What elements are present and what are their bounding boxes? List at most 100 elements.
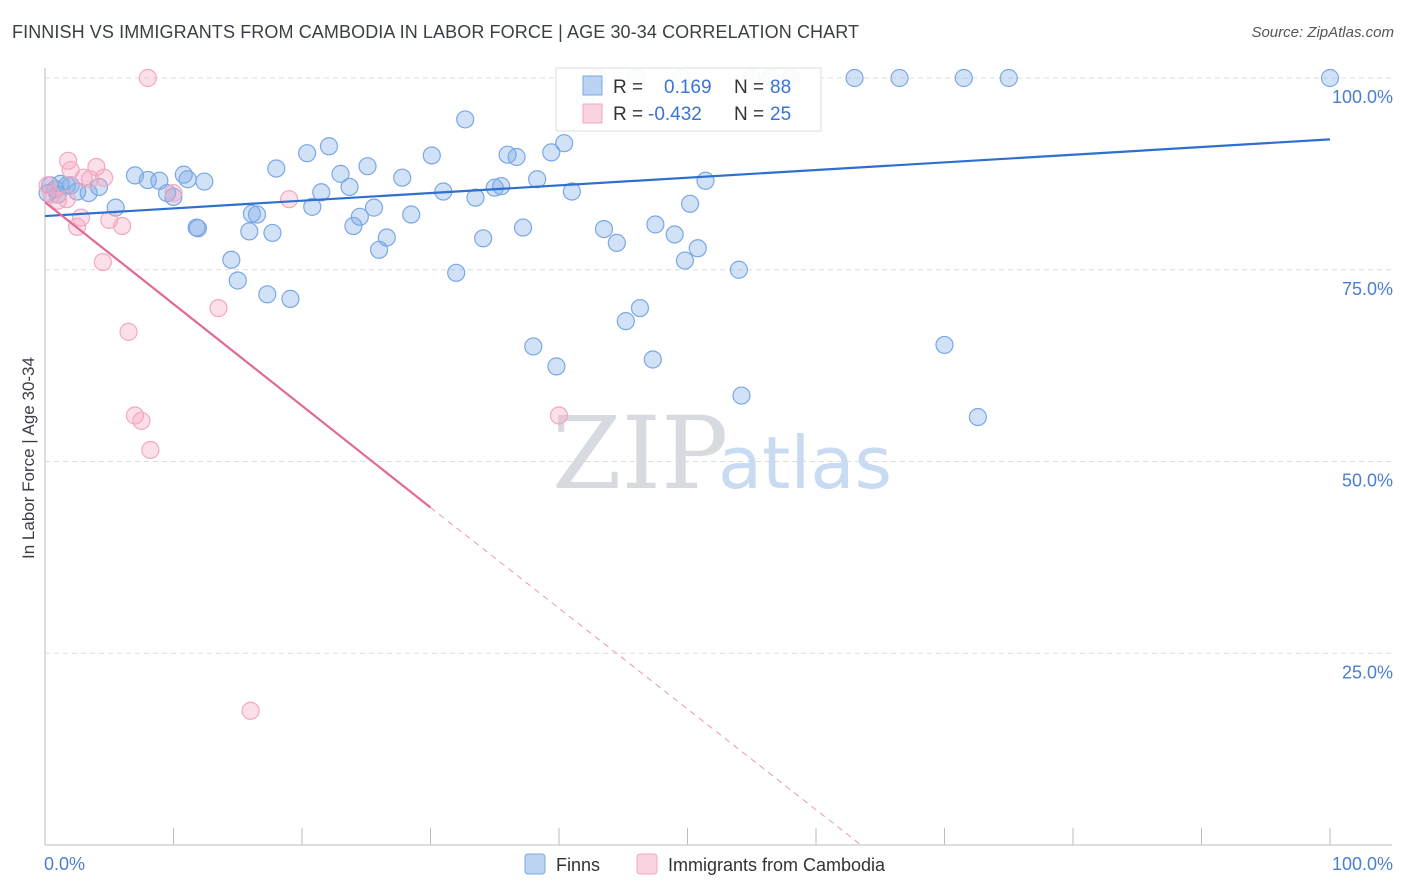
- finns-point-61: [616, 312, 635, 331]
- finns-point-63: [630, 299, 650, 318]
- y-tick-label-3: 100.0%: [1332, 87, 1393, 107]
- finns-point-44: [466, 188, 485, 207]
- cambodia-point-22: [241, 701, 260, 720]
- finns-point-26: [298, 144, 317, 163]
- finns-point-27: [303, 197, 322, 216]
- finns-point-82: [999, 68, 1018, 88]
- finns-point-66: [665, 225, 684, 244]
- finns-point-65: [646, 215, 665, 234]
- finns-point-73: [732, 386, 751, 405]
- legend-swatch-finns: [524, 853, 546, 875]
- cambodia-point-16: [132, 411, 151, 430]
- y-axis-label: In Labor Force | Age 30-34: [19, 357, 38, 559]
- cambodia-point-14: [119, 322, 138, 341]
- y-tick-label-0: 25.0%: [1342, 662, 1393, 682]
- finns-point-15: [188, 219, 208, 238]
- cambodia-point-17: [141, 440, 160, 460]
- finns-point-28: [312, 183, 331, 202]
- finns-point-87: [157, 183, 177, 203]
- cambodia-point-18: [138, 68, 157, 88]
- stats-swatch-finns: [582, 75, 603, 96]
- finns-point-32: [344, 216, 363, 236]
- finns-point-83: [1320, 68, 1340, 88]
- finns-point-17: [222, 250, 241, 269]
- watermark-zip: ZIP: [552, 395, 728, 512]
- finns-trend-line: [44, 138, 1331, 218]
- finns-point-38: [393, 168, 412, 187]
- finns-point-72: [729, 260, 749, 279]
- stats-r-label-finns: R =: [613, 77, 643, 98]
- grid: [45, 77, 1392, 654]
- finns-point-85: [48, 185, 67, 204]
- finns-point-80: [954, 68, 973, 88]
- stats-n-value-cambodia: 25: [770, 104, 791, 125]
- cambodia-point-13: [112, 216, 132, 236]
- finns-point-13: [178, 170, 197, 189]
- watermark-atlas: atlas: [718, 421, 892, 505]
- finns-point-51: [524, 337, 543, 356]
- finns-point-18: [228, 271, 247, 290]
- finns-point-50: [513, 218, 533, 237]
- finns-point-37: [377, 228, 396, 247]
- cambodia-point-3: [57, 190, 76, 209]
- finns-point-20: [242, 204, 261, 223]
- stats-swatch-cambodia: [582, 103, 603, 124]
- finns-point-52: [528, 170, 547, 189]
- finns-point-71: [696, 171, 715, 190]
- finns-point-47: [492, 177, 511, 196]
- y-tick-label-1: 50.0%: [1342, 471, 1393, 491]
- cambodia-point-23: [280, 190, 299, 209]
- legend-label-finns: Finns: [556, 855, 600, 875]
- finns-point-40: [422, 146, 441, 165]
- stats-r-value-finns: 0.169: [664, 77, 712, 98]
- chart-source: Source: ZipAtlas.com: [1251, 24, 1394, 41]
- finns-point-35: [364, 198, 384, 217]
- finns-point-16: [195, 172, 214, 191]
- cambodia-trend-extension: [430, 507, 862, 846]
- finns-point-43: [456, 110, 475, 129]
- finns-point-25: [281, 289, 300, 308]
- finns-point-81: [968, 407, 988, 427]
- cambodia-point-11: [95, 168, 114, 187]
- x-tick-label-0: 0.0%: [44, 854, 85, 874]
- finns-point-39: [402, 205, 421, 224]
- cambodia-point-20: [164, 183, 183, 203]
- finns-point-33: [350, 207, 369, 226]
- y-tick-label-2: 75.0%: [1342, 279, 1393, 299]
- stats-r-label-cambodia: R =: [613, 104, 643, 125]
- finns-point-42: [447, 263, 466, 282]
- legend-swatch-cambodia: [636, 853, 658, 875]
- finns-point-19: [240, 222, 259, 241]
- finns-point-31: [340, 177, 359, 197]
- x-tick-labels: 0.0% 100.0%: [44, 854, 1393, 874]
- finns-point-77: [845, 68, 864, 88]
- finns-point-69: [680, 194, 700, 213]
- finns-point-56: [562, 182, 581, 201]
- finns-point-78: [890, 68, 909, 88]
- finns-point-60: [607, 233, 626, 253]
- cambodia-trend-line: [44, 201, 432, 509]
- cambodia-point-2: [48, 191, 67, 210]
- finns-point-29: [319, 137, 339, 156]
- finns-point-53: [542, 143, 561, 162]
- cambodia-point-0: [38, 176, 57, 195]
- finns-point-59: [594, 219, 614, 239]
- finns-point-34: [358, 157, 377, 176]
- legend: Finns Immigrants from Cambodia: [524, 853, 886, 875]
- cambodia-point-8: [74, 168, 93, 187]
- finns-point-79: [935, 335, 954, 355]
- finns-point-49: [507, 147, 526, 167]
- finns-point-22: [258, 285, 277, 304]
- axes: [44, 68, 1392, 846]
- finns-point-70: [688, 239, 707, 258]
- finns-point-55: [555, 134, 574, 153]
- finns-point-14: [187, 218, 206, 237]
- stats-n-label-cambodia: N =: [734, 104, 764, 125]
- y-tick-labels: 25.0% 50.0% 75.0% 100.0%: [1332, 87, 1393, 682]
- finns-point-45: [474, 229, 493, 248]
- stats-box: R = 0.169 N = 88 R = -0.432 N = 25: [555, 67, 822, 132]
- finns-point-54: [547, 357, 566, 376]
- legend-label-cambodia: Immigrants from Cambodia: [668, 855, 886, 875]
- finns-point-21: [247, 205, 267, 224]
